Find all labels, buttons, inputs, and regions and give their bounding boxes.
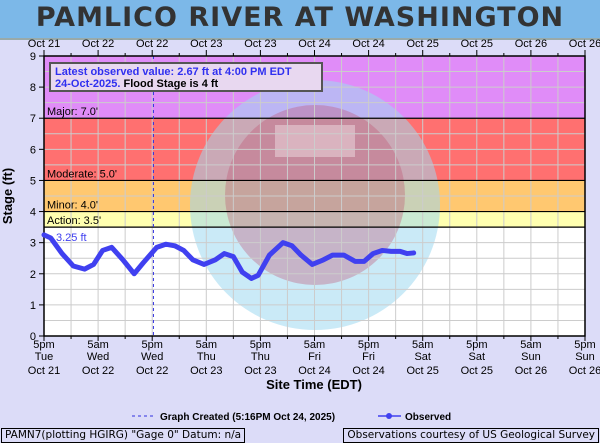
observed-series-line — [41, 232, 417, 281]
y-tick-label: 4 — [30, 207, 36, 219]
bottom-tick-label: 5am — [520, 339, 541, 351]
top-tick-label: Oct 26 — [515, 38, 547, 50]
flood-category-label: Minor: 4.0' — [47, 200, 98, 212]
top-tick-label: Oct 24 — [298, 38, 330, 50]
bottom-tick-label: 5am — [412, 339, 433, 351]
bottom-tick-label: 5pm — [574, 339, 595, 351]
bottom-tick-label: Fri — [362, 351, 375, 363]
footer-station-info: PAMN7(plotting HGIRG) "Gage 0" Datum: n/… — [1, 428, 246, 443]
top-tick-label: Oct 21 — [28, 38, 60, 50]
legend-observed-label: Observed — [405, 412, 451, 423]
y-tick-label: 6 — [30, 144, 36, 156]
bottom-tick-label: 5pm — [466, 339, 487, 351]
top-tick-label: Oct 22 — [136, 38, 168, 50]
top-tick-label: Oct 26 — [569, 38, 600, 50]
latest-value-box — [49, 62, 323, 92]
bottom-tick-label: Thu — [197, 351, 216, 363]
flood-category-label: Major: 7.0' — [47, 106, 98, 118]
latest-value-line1: Latest observed value: 2.67 ft at 4:00 P… — [55, 66, 292, 78]
footer-credit: Observations courtesy of US Geological S… — [343, 428, 599, 443]
bottom-tick-label: Oct 22 — [82, 365, 114, 377]
y-tick-label: 2 — [30, 269, 36, 281]
bottom-tick-label: Oct 21 — [28, 365, 60, 377]
flood-category-label: Action: 3.5' — [47, 215, 101, 227]
top-tick-label: Oct 22 — [82, 38, 114, 50]
bottom-tick-label: Oct 23 — [190, 365, 222, 377]
y-tick-label: 3 — [30, 238, 36, 250]
chart-title: PAMLICO RIVER AT WASHINGTON — [35, 2, 565, 33]
bottom-tick-label: Oct 24 — [298, 365, 330, 377]
top-tick-label: Oct 25 — [461, 38, 493, 50]
y-tick-label: 1 — [30, 300, 36, 312]
y-tick-label: 8 — [30, 82, 36, 94]
bottom-tick-label: Oct 23 — [244, 365, 276, 377]
bottom-tick-label: Oct 25 — [461, 365, 493, 377]
bottom-tick-label: Fri — [308, 351, 321, 363]
bottom-tick-label: Wed — [141, 351, 163, 363]
bottom-tick-label: Oct 26 — [515, 365, 547, 377]
top-tick-label: Oct 23 — [244, 38, 276, 50]
y-tick-label: 5 — [30, 175, 36, 187]
bottom-tick-label: 5pm — [141, 339, 162, 351]
bottom-tick-label: 5pm — [250, 339, 271, 351]
bottom-tick-label: Tue — [35, 351, 54, 363]
bottom-tick-label: Sat — [469, 351, 486, 363]
flood-category-label: Moderate: 5.0' — [47, 168, 117, 180]
y-tick-label: 9 — [30, 51, 36, 63]
top-tick-label: Oct 24 — [352, 38, 384, 50]
latest-value-line2: 24-Oct-2025. Flood Stage is 4 ft — [55, 78, 219, 90]
bottom-tick-label: 5am — [196, 339, 217, 351]
bottom-tick-label: Wed — [87, 351, 109, 363]
y-tick-label: 0 — [30, 331, 36, 343]
y-axis-label: Stage (ft) — [0, 168, 15, 224]
bottom-tick-label: Oct 26 — [569, 365, 600, 377]
bottom-tick-label: 5pm — [358, 339, 379, 351]
x-axis-label: Site Time (EDT) — [266, 377, 362, 392]
bottom-tick-label: Oct 22 — [136, 365, 168, 377]
bottom-tick-label: Sun — [521, 351, 541, 363]
bottom-tick-label: Oct 25 — [406, 365, 438, 377]
top-tick-label: Oct 25 — [406, 38, 438, 50]
latest-date: 24-Oct-2025. — [55, 78, 120, 90]
bottom-tick-label: 5am — [87, 339, 108, 351]
bottom-tick-label: Sun — [575, 351, 595, 363]
first-value-label: 3.25 ft — [56, 232, 87, 244]
top-tick-label: Oct 23 — [190, 38, 222, 50]
bottom-tick-label: Thu — [251, 351, 270, 363]
bottom-tick-label: 5am — [304, 339, 325, 351]
bottom-tick-label: Oct 24 — [352, 365, 384, 377]
bottom-tick-label: 5pm — [33, 339, 54, 351]
flood-stage-text: Flood Stage is 4 ft — [120, 78, 218, 90]
legend-created-label: Graph Created (5:16PM Oct 24, 2025) — [160, 412, 335, 423]
bottom-tick-label: Sat — [414, 351, 431, 363]
y-tick-label: 7 — [30, 113, 36, 125]
legend-observed-marker — [386, 413, 392, 419]
header: PAMLICO RIVER AT WASHINGTON — [0, 0, 600, 40]
